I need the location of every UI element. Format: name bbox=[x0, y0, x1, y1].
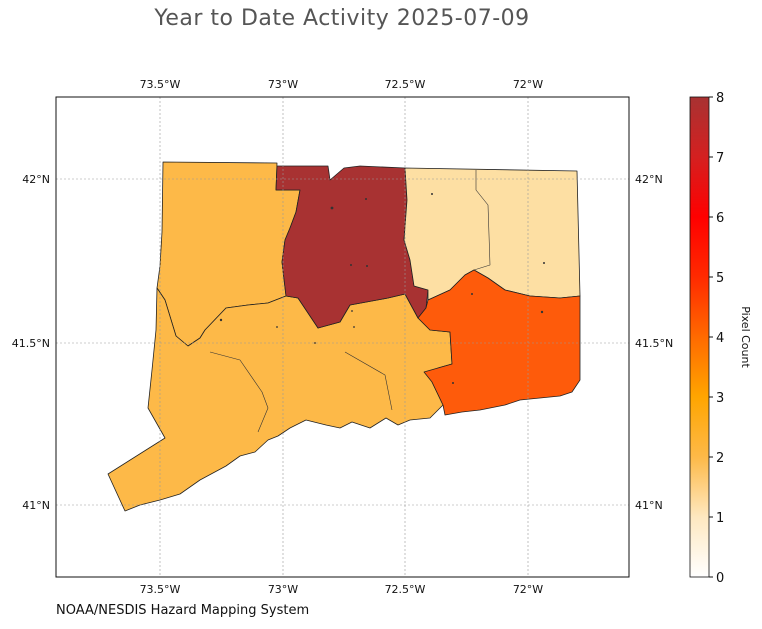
colorbar-tick-label: 3 bbox=[716, 391, 724, 406]
lat-label-right: 42°N bbox=[635, 173, 663, 186]
region-south-central bbox=[107, 287, 453, 512]
region-northeastern bbox=[403, 167, 581, 301]
lon-label-bottom: 72°W bbox=[513, 583, 543, 596]
gridlines bbox=[56, 97, 629, 577]
colorbar-tick-label: 2 bbox=[716, 451, 724, 466]
colorbar-label: Pixel Count bbox=[739, 306, 752, 368]
lat-label-left: 42°N bbox=[22, 173, 50, 186]
colorbar-tick-label: 6 bbox=[716, 211, 724, 226]
lat-label-left: 41.5°N bbox=[12, 337, 50, 350]
colorbar-tick-label: 8 bbox=[716, 91, 724, 106]
colorbar-ticks: 0 1 2 3 4 5 6 7 8 bbox=[709, 91, 724, 586]
lat-label-right: 41°N bbox=[635, 499, 663, 512]
colorbar-tick-label: 0 bbox=[716, 571, 724, 586]
colorbar-tick-label: 5 bbox=[716, 271, 724, 286]
colorbar-tick-label: 7 bbox=[716, 151, 724, 166]
map-title: Year to Date Activity 2025-07-09 bbox=[154, 6, 530, 31]
lat-label-left: 41°N bbox=[22, 499, 50, 512]
colorbar bbox=[689, 96, 710, 578]
colorbar-tick-label: 4 bbox=[716, 331, 724, 346]
lat-label-right: 41.5°N bbox=[635, 337, 673, 350]
lon-label-top: 73.5°W bbox=[140, 78, 181, 91]
lon-label-top: 72°W bbox=[513, 78, 543, 91]
lon-label-bottom: 73.5°W bbox=[140, 583, 181, 596]
lon-label-bottom: 73°W bbox=[268, 583, 298, 596]
map-frame bbox=[55, 96, 630, 578]
credit-text: NOAA/NESDIS Hazard Mapping System bbox=[56, 603, 310, 618]
lon-label-bottom: 72.5°W bbox=[385, 583, 426, 596]
lon-label-top: 72.5°W bbox=[385, 78, 426, 91]
colorbar-tick-label: 1 bbox=[716, 511, 724, 526]
region-southeastern bbox=[417, 269, 581, 416]
lon-label-top: 73°W bbox=[268, 78, 298, 91]
